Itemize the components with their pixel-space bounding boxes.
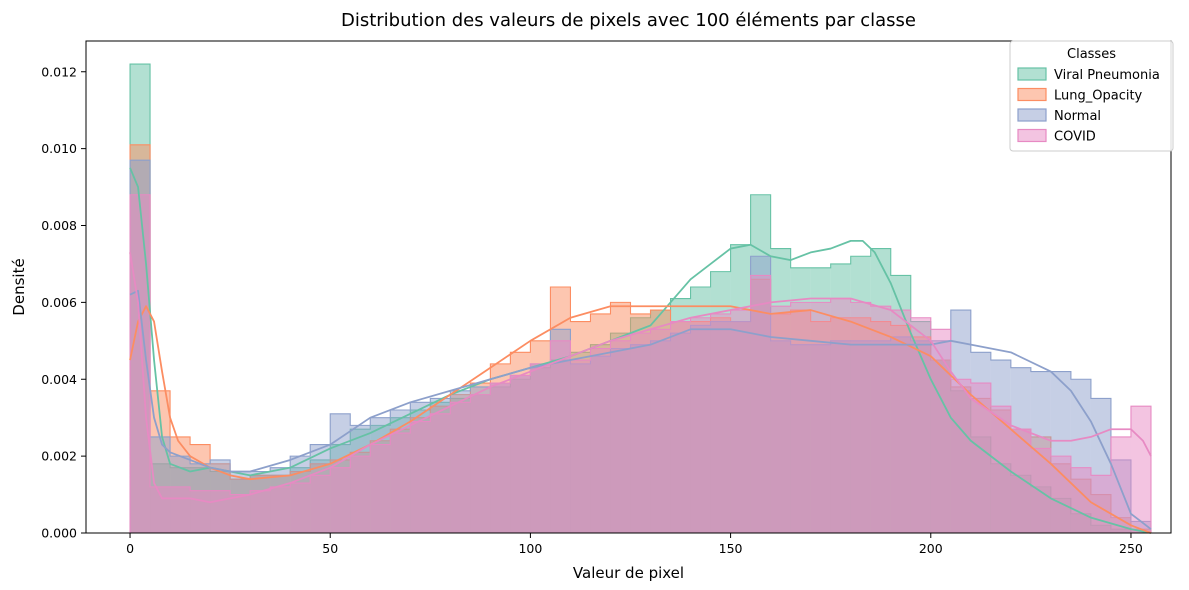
hist-bar [650, 329, 671, 533]
hist-bar [210, 490, 231, 533]
y-tick-label: 0.012 [41, 64, 77, 79]
hist-step-outline [129, 194, 1152, 533]
hist-bar [770, 306, 791, 533]
hist-bar [1050, 456, 1071, 533]
legend-swatch [1017, 128, 1047, 143]
y-tick-label: 0.002 [41, 449, 77, 464]
hist-bar [590, 348, 611, 533]
hist-bar [850, 302, 871, 533]
hist-bar [830, 298, 851, 533]
hist-bar [530, 363, 551, 533]
hist-bar [950, 379, 971, 533]
kde-line-covid [129, 252, 1152, 504]
plot-frame [85, 40, 1172, 534]
x-tick-label: 200 [919, 541, 943, 556]
y-tick-label: 0.006 [41, 295, 77, 310]
x-tick-label: 0 [126, 541, 134, 556]
hist-bar [270, 486, 291, 533]
hist-bar [890, 310, 911, 533]
histogram-layer [129, 63, 1152, 534]
hist-bar [510, 375, 531, 533]
hist-bar [750, 275, 771, 533]
hist-bar [1110, 436, 1131, 533]
hist-bar [930, 329, 951, 533]
hist-bar [330, 467, 351, 533]
hist-bar [250, 490, 271, 533]
hist-bar [230, 494, 251, 533]
hist-bar [710, 313, 731, 533]
hist-bar [450, 402, 471, 533]
hist-bar [810, 302, 831, 533]
hist-bar [410, 421, 431, 533]
x-axis-label: Valeur de pixel [573, 564, 684, 582]
hist-bar [390, 433, 411, 533]
legend-label: COVID [1054, 130, 1096, 145]
legend-box [1009, 40, 1174, 152]
hist-bar [170, 486, 191, 533]
hist-bar [910, 317, 931, 533]
y-axis-label: Densité [10, 258, 28, 315]
hist-bar [430, 413, 451, 533]
legend-item-normal: Normal [1017, 108, 1101, 124]
hist-bar [630, 333, 651, 533]
kde-line-lung-opacity [129, 305, 1152, 534]
hist-bar [870, 306, 891, 533]
x-axis: 0 50 100 150 200 250 [126, 533, 1143, 556]
kde-layer [129, 167, 1152, 534]
legend-item-covid: COVID [1017, 128, 1096, 145]
hist-bar [1070, 467, 1091, 533]
hist-bar [730, 310, 751, 533]
legend-label: Lung_Opacity [1054, 89, 1143, 104]
kde-line-normal [129, 289, 1152, 530]
y-axis: 0.000 0.002 0.004 0.006 0.008 0.010 0.012 [41, 64, 86, 541]
legend-title: Classes [1067, 47, 1116, 62]
y-tick-label: 0.010 [41, 141, 77, 156]
hist-bar [970, 383, 991, 533]
x-tick-label: 250 [1119, 541, 1143, 556]
legend-label: Viral Pneumonia [1054, 68, 1160, 83]
legend: Classes Viral Pneumonia Lung_Opacity Norma… [1009, 40, 1174, 152]
x-tick-label: 150 [719, 541, 743, 556]
hist-bar [790, 302, 811, 533]
legend-item-lung-opacity: Lung_Opacity [1017, 87, 1143, 104]
hist-bar [190, 490, 211, 533]
hist-bar [670, 321, 691, 533]
hist-bar [570, 360, 591, 533]
legend-swatch [1017, 108, 1047, 122]
x-tick-label: 100 [518, 541, 542, 556]
x-tick-label: 50 [322, 541, 338, 556]
hist-bar [1010, 429, 1031, 533]
chart-title: Distribution des valeurs de pixels avec … [341, 10, 916, 31]
legend-swatch [1017, 87, 1047, 102]
hist-bar [470, 394, 491, 533]
hist-bar [990, 406, 1011, 533]
y-tick-label: 0.000 [41, 526, 77, 541]
hist-series-covid [129, 194, 1152, 533]
hist-bar [370, 444, 391, 533]
kde-line-viral-pneumonia [129, 167, 1152, 534]
hist-bar [1130, 406, 1151, 533]
hist-bar [490, 383, 511, 533]
hist-bar [290, 483, 311, 533]
hist-bar [350, 456, 371, 533]
legend-item-viral-pneumonia: Viral Pneumonia [1017, 67, 1160, 83]
y-tick-label: 0.004 [41, 372, 77, 387]
hist-bar [550, 340, 571, 533]
hist-bar [310, 475, 331, 533]
legend-swatch [1017, 67, 1047, 81]
y-tick-label: 0.008 [41, 218, 77, 233]
hist-bar [690, 317, 711, 533]
hist-bar [610, 340, 631, 533]
legend-label: Normal [1054, 109, 1101, 124]
